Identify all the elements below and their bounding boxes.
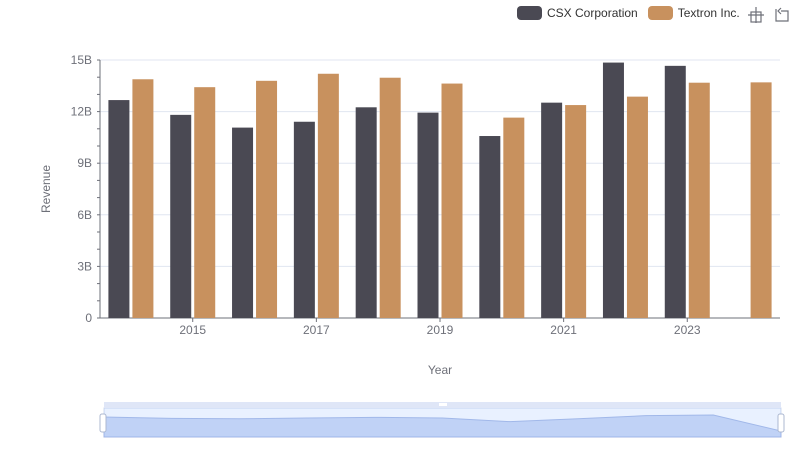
y-axis-title: Revenue <box>39 165 53 213</box>
bar-textron <box>565 105 587 319</box>
bar-csx <box>108 100 130 319</box>
legend-item-1[interactable]: Textron Inc. <box>647 6 740 20</box>
bar-textron <box>503 117 525 319</box>
legend-label: Textron Inc. <box>677 6 740 20</box>
bar-textron <box>688 82 710 318</box>
bar-textron <box>626 96 648 318</box>
x-tick-label: 2015 <box>179 323 206 337</box>
legend-label: CSX Corporation <box>547 6 638 20</box>
x-tick-label: 2019 <box>427 323 454 337</box>
y-tick-label: 0 <box>85 311 92 325</box>
bar-csx <box>355 107 377 318</box>
bar-textron <box>132 79 154 318</box>
bar-csx <box>541 102 563 318</box>
bar-csx <box>417 112 439 318</box>
y-tick-label: 9B <box>77 156 92 170</box>
bar-csx <box>602 62 624 318</box>
bar-csx <box>664 65 686 319</box>
datazoom-preview-area <box>103 414 782 438</box>
bar-csx <box>293 121 315 318</box>
x-tick-label: 2021 <box>550 323 577 337</box>
bar-textron <box>750 82 772 318</box>
y-tick-label: 3B <box>77 259 92 273</box>
bar-textron <box>379 77 401 318</box>
legend-swatch <box>647 6 673 20</box>
bar-csx <box>170 114 192 318</box>
x-tick-label: 2023 <box>674 323 701 337</box>
bar-textron <box>194 87 216 319</box>
bar-textron <box>441 83 463 319</box>
x-tick-label: 2017 <box>303 323 330 337</box>
restore-icon[interactable] <box>772 6 790 24</box>
datazoom-handle-left[interactable] <box>99 413 107 433</box>
bar-csx <box>232 127 254 318</box>
datazoom-handle-right[interactable] <box>777 413 785 433</box>
bar-textron <box>256 80 278 318</box>
legend-swatch <box>517 6 542 20</box>
bar-textron <box>317 73 339 318</box>
datazoom-selection <box>104 408 781 437</box>
zoom-icon[interactable] <box>747 6 765 24</box>
y-tick-label: 15B <box>71 53 92 67</box>
datazoom-grip[interactable] <box>439 403 447 406</box>
y-tick-label: 6B <box>77 208 92 222</box>
bar-csx <box>479 136 501 318</box>
legend: CSX Corporation Textron Inc. <box>517 4 750 22</box>
x-axis-title: Year <box>428 363 452 377</box>
y-tick-label: 12B <box>71 105 92 119</box>
legend-item-0[interactable]: CSX Corporation <box>517 6 638 20</box>
